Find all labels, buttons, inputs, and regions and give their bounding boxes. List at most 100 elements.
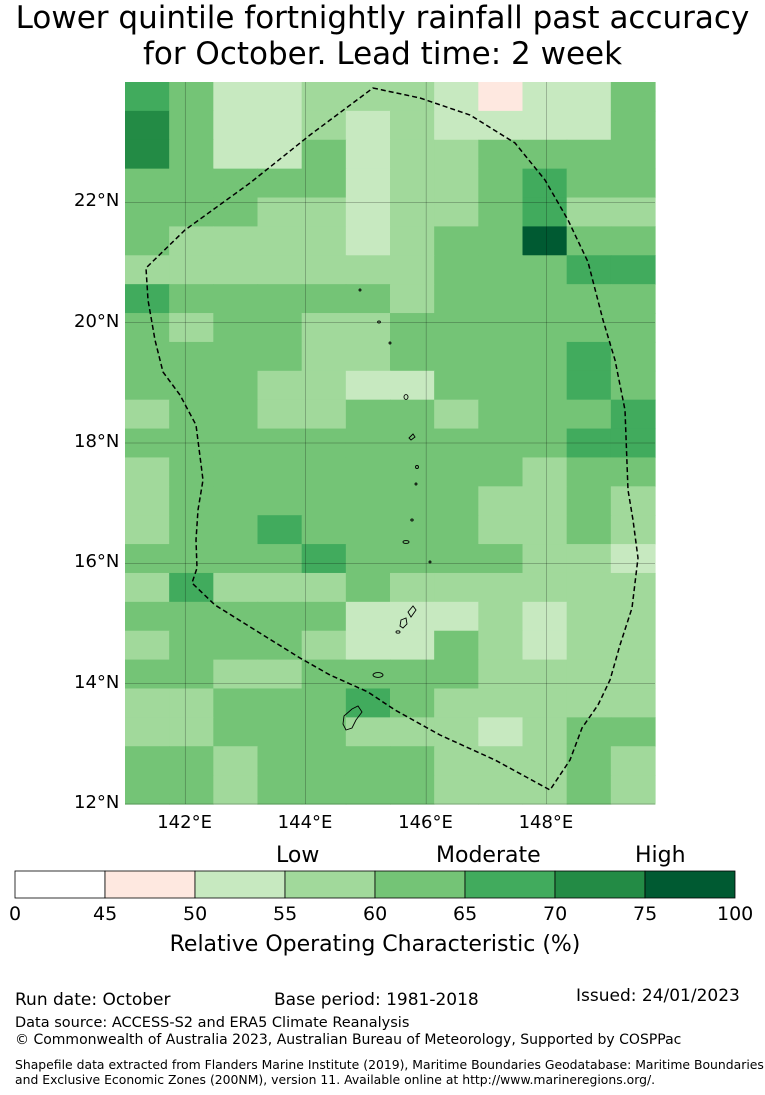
grid-cell xyxy=(566,486,612,516)
colorbar-category: High xyxy=(635,843,686,868)
grid-cell xyxy=(125,370,170,401)
grid-cell xyxy=(566,139,612,170)
grid-cell xyxy=(390,197,435,227)
grid-cell xyxy=(610,284,656,314)
graticule xyxy=(125,82,655,805)
grid-cell xyxy=(610,428,656,459)
grid-cell xyxy=(213,515,259,545)
grid-cell xyxy=(610,775,656,805)
grid-cell xyxy=(257,601,303,632)
grid-cell xyxy=(301,255,347,285)
colorbar-tick: 75 xyxy=(633,903,658,925)
grid-cell xyxy=(213,197,259,227)
grid-cell xyxy=(390,630,435,661)
grid-cell xyxy=(213,775,259,805)
grid-cell xyxy=(301,717,347,747)
grid-cell xyxy=(257,688,303,718)
grid-cell xyxy=(566,544,612,574)
base-period: Base period: 1981-2018 xyxy=(274,990,479,1010)
grid-cell xyxy=(390,688,435,718)
grid-cell xyxy=(478,399,524,430)
grid-cell xyxy=(478,197,524,227)
grid-cell xyxy=(125,601,170,632)
grid-cell xyxy=(213,486,259,516)
grid-cell xyxy=(125,717,170,747)
grid-cell xyxy=(169,255,214,285)
grid-cell xyxy=(213,659,259,690)
grid-cell xyxy=(434,399,479,430)
grid-cell xyxy=(566,515,612,545)
grid-cell xyxy=(257,168,303,199)
grid-cell xyxy=(478,775,524,805)
shapefile-credit-line2: and Exclusive Economic Zones (200NM), ve… xyxy=(15,1072,656,1087)
latitude-label: 20°N xyxy=(74,310,120,332)
grid-cell xyxy=(257,515,303,545)
grid-cell xyxy=(125,659,170,690)
farallon-de-pajaros-island xyxy=(358,288,362,292)
grid-cell xyxy=(125,226,170,256)
grid-cell xyxy=(610,515,656,545)
grid-cell xyxy=(125,486,170,516)
alamagan-island xyxy=(415,465,419,469)
grid-cell xyxy=(434,544,479,574)
grid-cell xyxy=(478,572,524,603)
grid-cell xyxy=(434,139,479,170)
grid-cell xyxy=(257,486,303,516)
colorbar-category: Moderate xyxy=(436,843,541,868)
grid-cell xyxy=(566,775,612,805)
grid-cell xyxy=(169,428,214,459)
colorbar-category: Low xyxy=(276,843,320,868)
grid-cell xyxy=(478,717,524,747)
grid-cell xyxy=(610,457,656,487)
grid-cell xyxy=(125,110,170,141)
grid-cell xyxy=(125,428,170,459)
grid-cell xyxy=(522,255,568,285)
grid-cell xyxy=(610,399,656,430)
guguan-island xyxy=(414,482,418,486)
grid-cell xyxy=(390,486,435,516)
grid-cell xyxy=(301,226,347,256)
grid-cell xyxy=(257,659,303,690)
run-date: Run date: October xyxy=(15,990,171,1010)
colorbar-tick: 70 xyxy=(543,903,568,925)
grid-cell xyxy=(434,515,479,545)
grid-cell xyxy=(522,544,568,574)
grid-cell xyxy=(610,313,656,343)
grid-cell xyxy=(257,341,303,372)
grid-cell xyxy=(169,544,214,574)
grid-cell xyxy=(566,688,612,718)
grid-cell xyxy=(213,313,259,343)
anatahan-island xyxy=(402,540,410,544)
grid-cell xyxy=(478,226,524,256)
maug-island xyxy=(377,320,381,324)
grid-cell xyxy=(301,370,347,401)
grid-cell xyxy=(478,486,524,516)
grid-cell xyxy=(169,139,214,170)
eez-boundary xyxy=(145,87,639,791)
grid-cell xyxy=(610,659,656,690)
grid-cell xyxy=(522,313,568,343)
grid-cell xyxy=(345,457,391,487)
grid-cell xyxy=(522,572,568,603)
grid-cell xyxy=(257,544,303,574)
grid-cell xyxy=(213,110,259,141)
grid-cell xyxy=(610,82,656,112)
grid-cell xyxy=(301,515,347,545)
grid-cell xyxy=(522,226,568,256)
grid-cell xyxy=(610,168,656,199)
colorbar-tick: 50 xyxy=(183,903,208,925)
sarigan-island xyxy=(410,518,414,522)
grid-cell xyxy=(345,572,391,603)
grid-cell xyxy=(257,572,303,603)
grid-cell xyxy=(390,399,435,430)
grid-cell xyxy=(434,746,479,776)
grid-cell xyxy=(566,255,612,285)
grid-cell xyxy=(213,630,259,661)
grid-cell xyxy=(522,399,568,430)
grid-cell xyxy=(478,341,524,372)
grid-cell xyxy=(345,197,391,227)
asuncion-island xyxy=(388,341,392,345)
grid-cell xyxy=(610,341,656,372)
grid-cell xyxy=(169,457,214,487)
grid-cell xyxy=(301,197,347,227)
